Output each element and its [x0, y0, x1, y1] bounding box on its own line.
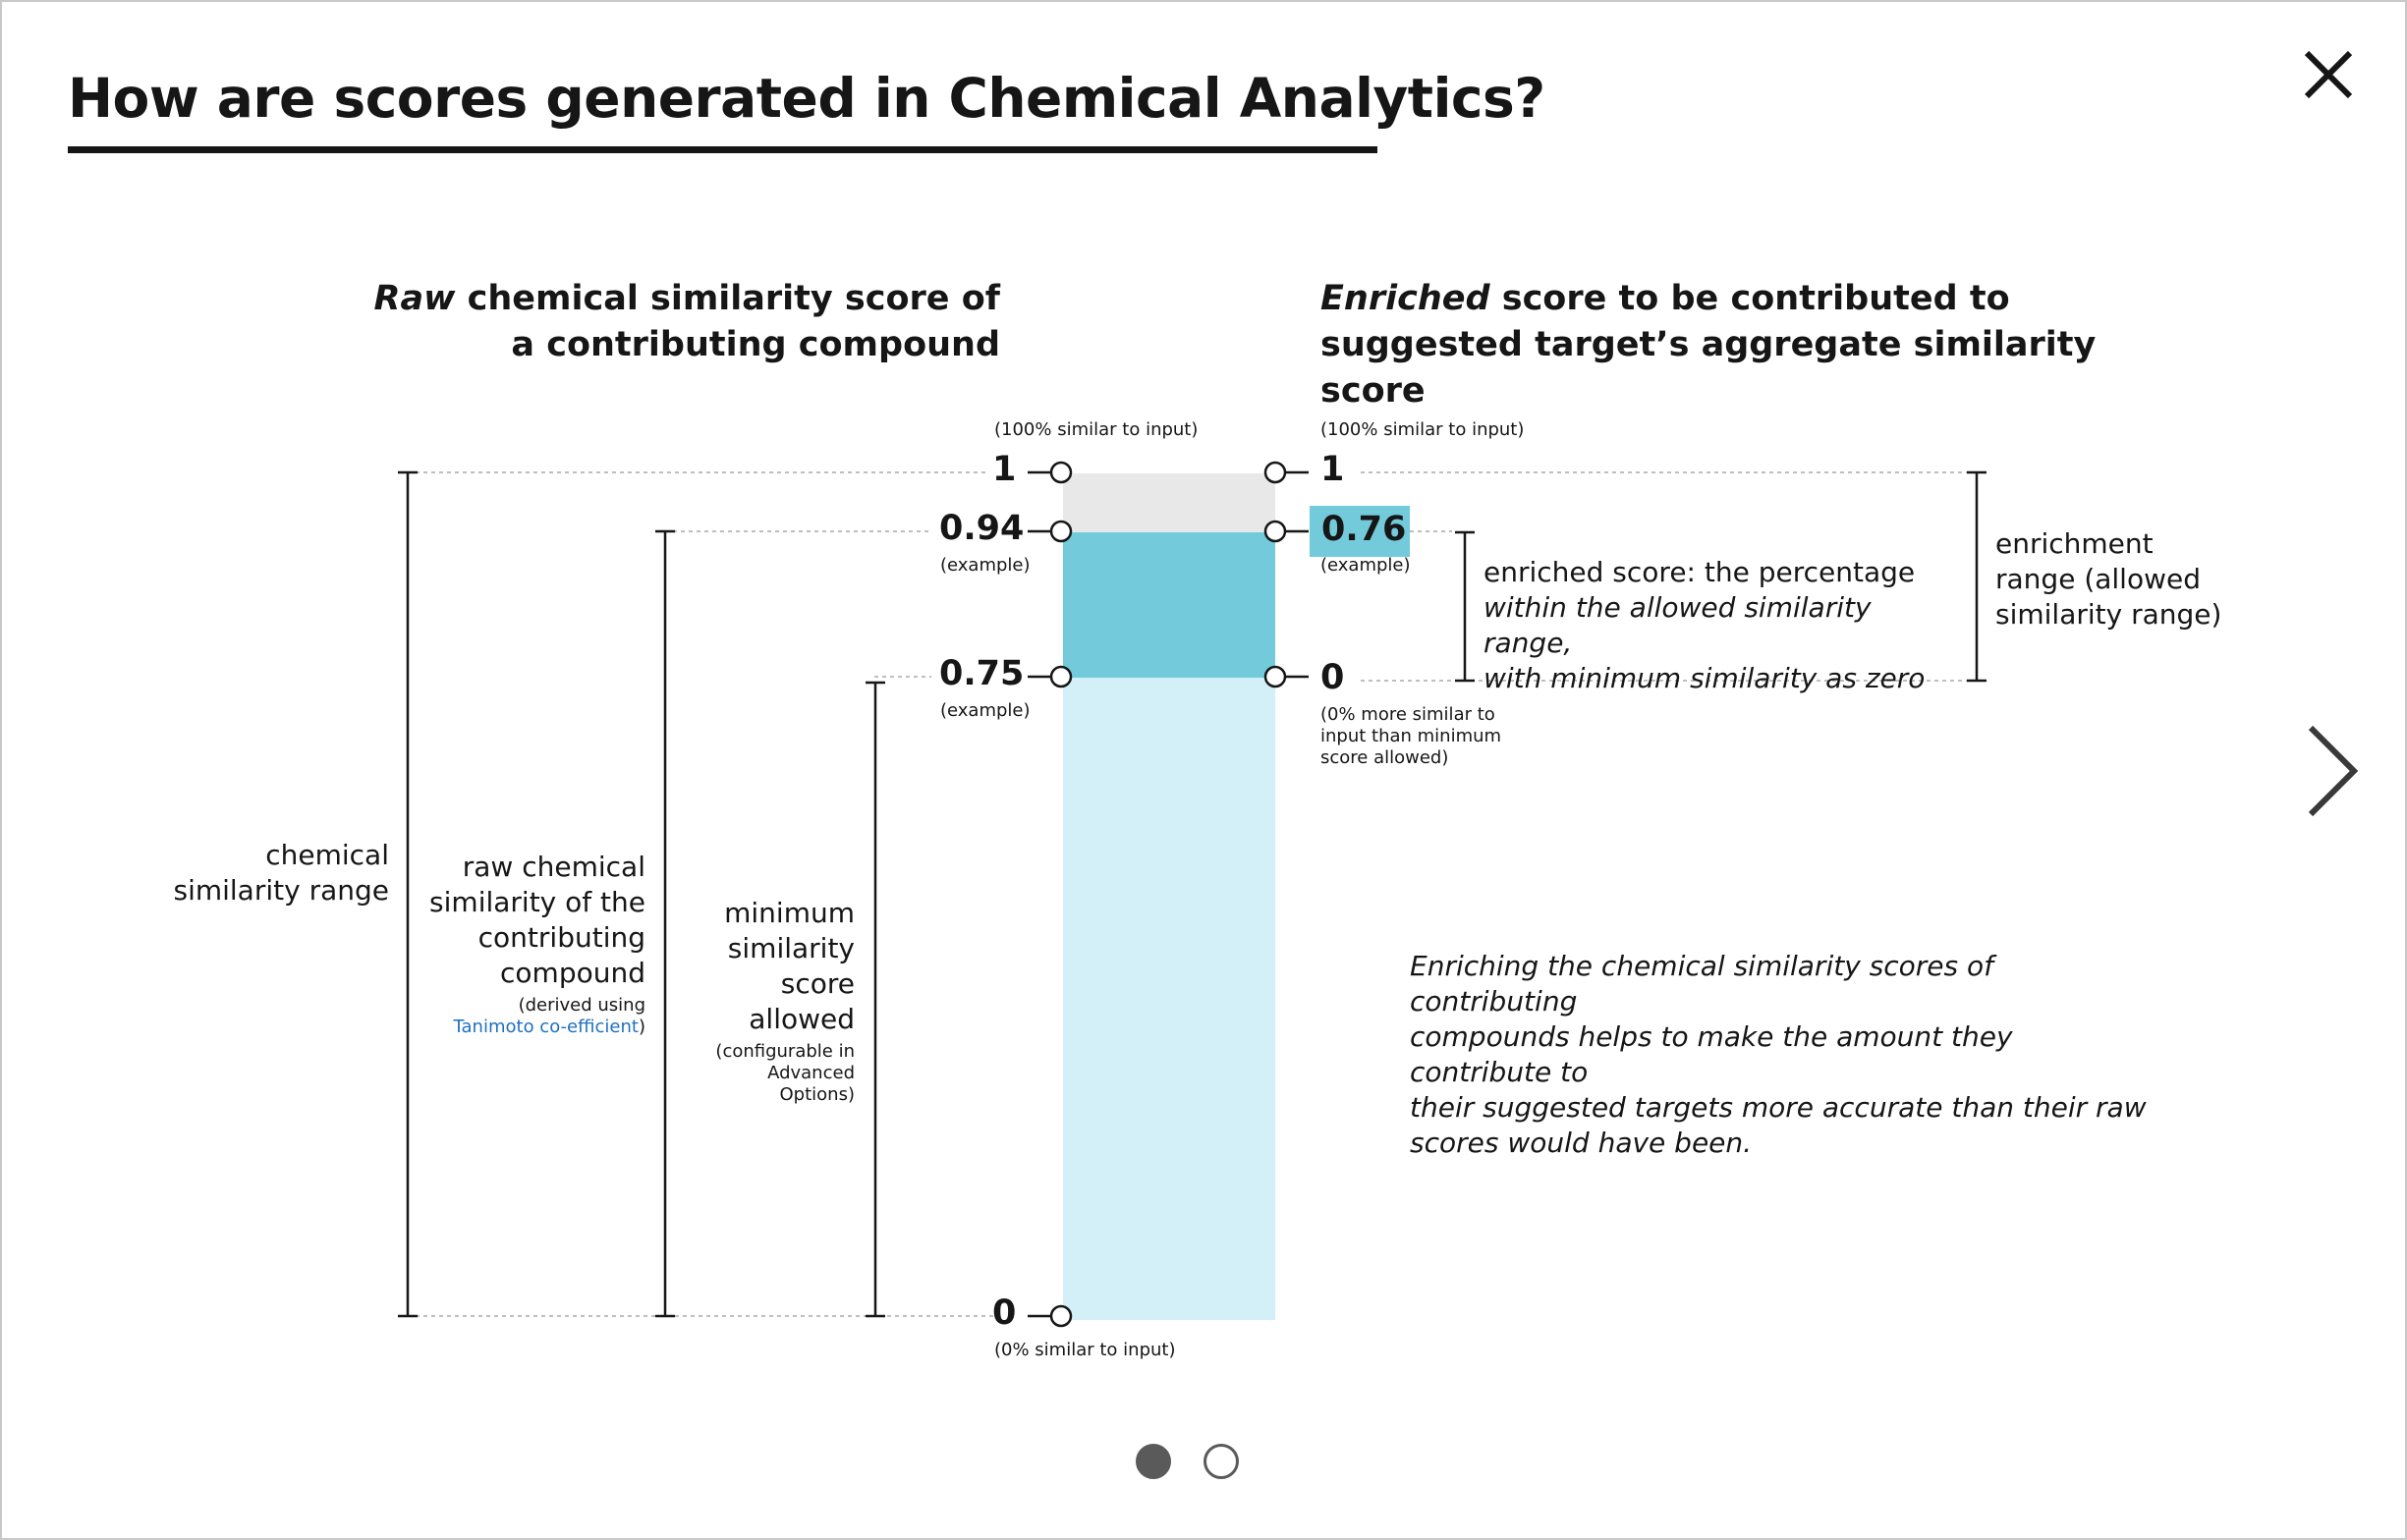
right-tick-1-marker: [1263, 461, 1287, 484]
title-underline: [68, 146, 1377, 153]
left-tick-1-marker: [1049, 461, 1073, 484]
chevron-right-icon: [2308, 725, 2358, 817]
enrichment-explanation: Enriching the chemical similarity scores…: [1410, 950, 2147, 1159]
left-tick-075-note: (example): [940, 700, 1031, 721]
close-icon: [2304, 50, 2353, 99]
left-bottom-note: (0% similar to input): [994, 1340, 1176, 1360]
enriched-score-label: enriched score: the percentage within th…: [1483, 556, 1926, 694]
raw-score-heading: Raw chemical similarity score of a contr…: [373, 279, 1001, 364]
right-tick-1-value: 1: [1320, 450, 1345, 489]
left-tick-075-value: 0.75: [939, 654, 1025, 693]
chemical-similarity-range-bracket: [398, 470, 418, 1318]
top-band: [1063, 473, 1275, 532]
left-tick-094-value: 0.94: [939, 509, 1025, 548]
right-tick-076-note: (example): [1320, 555, 1411, 576]
right-tick-0-value: 0: [1320, 658, 1345, 697]
left-tick-0-value: 0: [992, 1293, 1017, 1333]
dialog-title: How are scores generated in Chemical Ana…: [68, 67, 1545, 130]
minimum-similarity-label: minimum similarity score allowed (config…: [715, 897, 855, 1105]
tanimoto-link[interactable]: Tanimoto co-efficient: [453, 1017, 639, 1037]
enriched-score-heading: Enriched score to be contributed to sugg…: [1320, 279, 2097, 411]
lower-band: [1063, 678, 1275, 1320]
chemical-similarity-range-label: chemical similarity range: [173, 839, 389, 907]
raw-similarity-label: raw chemical similarity of the contribut…: [429, 851, 645, 1037]
left-tick-094-note: (example): [940, 555, 1031, 576]
left-tick-0-marker: [1049, 1304, 1073, 1328]
enrichment-range-label: enrichment range (allowed similarity ran…: [1995, 527, 2222, 631]
right-tick-076-marker: [1263, 520, 1287, 543]
left-top-note: (100% similar to input): [994, 419, 1199, 440]
next-button[interactable]: [2307, 724, 2358, 818]
right-tick-076-value: 0.76: [1321, 510, 1407, 549]
right-tick-0-marker: [1263, 665, 1287, 688]
raw-similarity-bracket: [655, 529, 675, 1318]
right-tick-0-note: (0% more similar to input than minimum s…: [1320, 704, 1502, 768]
minimum-similarity-bracket: [866, 681, 885, 1318]
enriched-score-bracket: [1455, 530, 1475, 683]
enriched-example-highlight: 0.76: [1310, 506, 1410, 557]
right-top-note: (100% similar to input): [1320, 419, 1525, 440]
left-tick-094-marker: [1049, 520, 1073, 543]
left-tick-1-value: 1: [992, 450, 1017, 489]
enrichment-range-bracket: [1967, 470, 1987, 683]
close-button[interactable]: [2299, 45, 2358, 104]
left-tick-075-marker: [1049, 665, 1073, 688]
enriched-band: [1063, 532, 1275, 678]
page-dot-2[interactable]: [1204, 1444, 1239, 1479]
page-dot-1[interactable]: [1136, 1444, 1171, 1479]
